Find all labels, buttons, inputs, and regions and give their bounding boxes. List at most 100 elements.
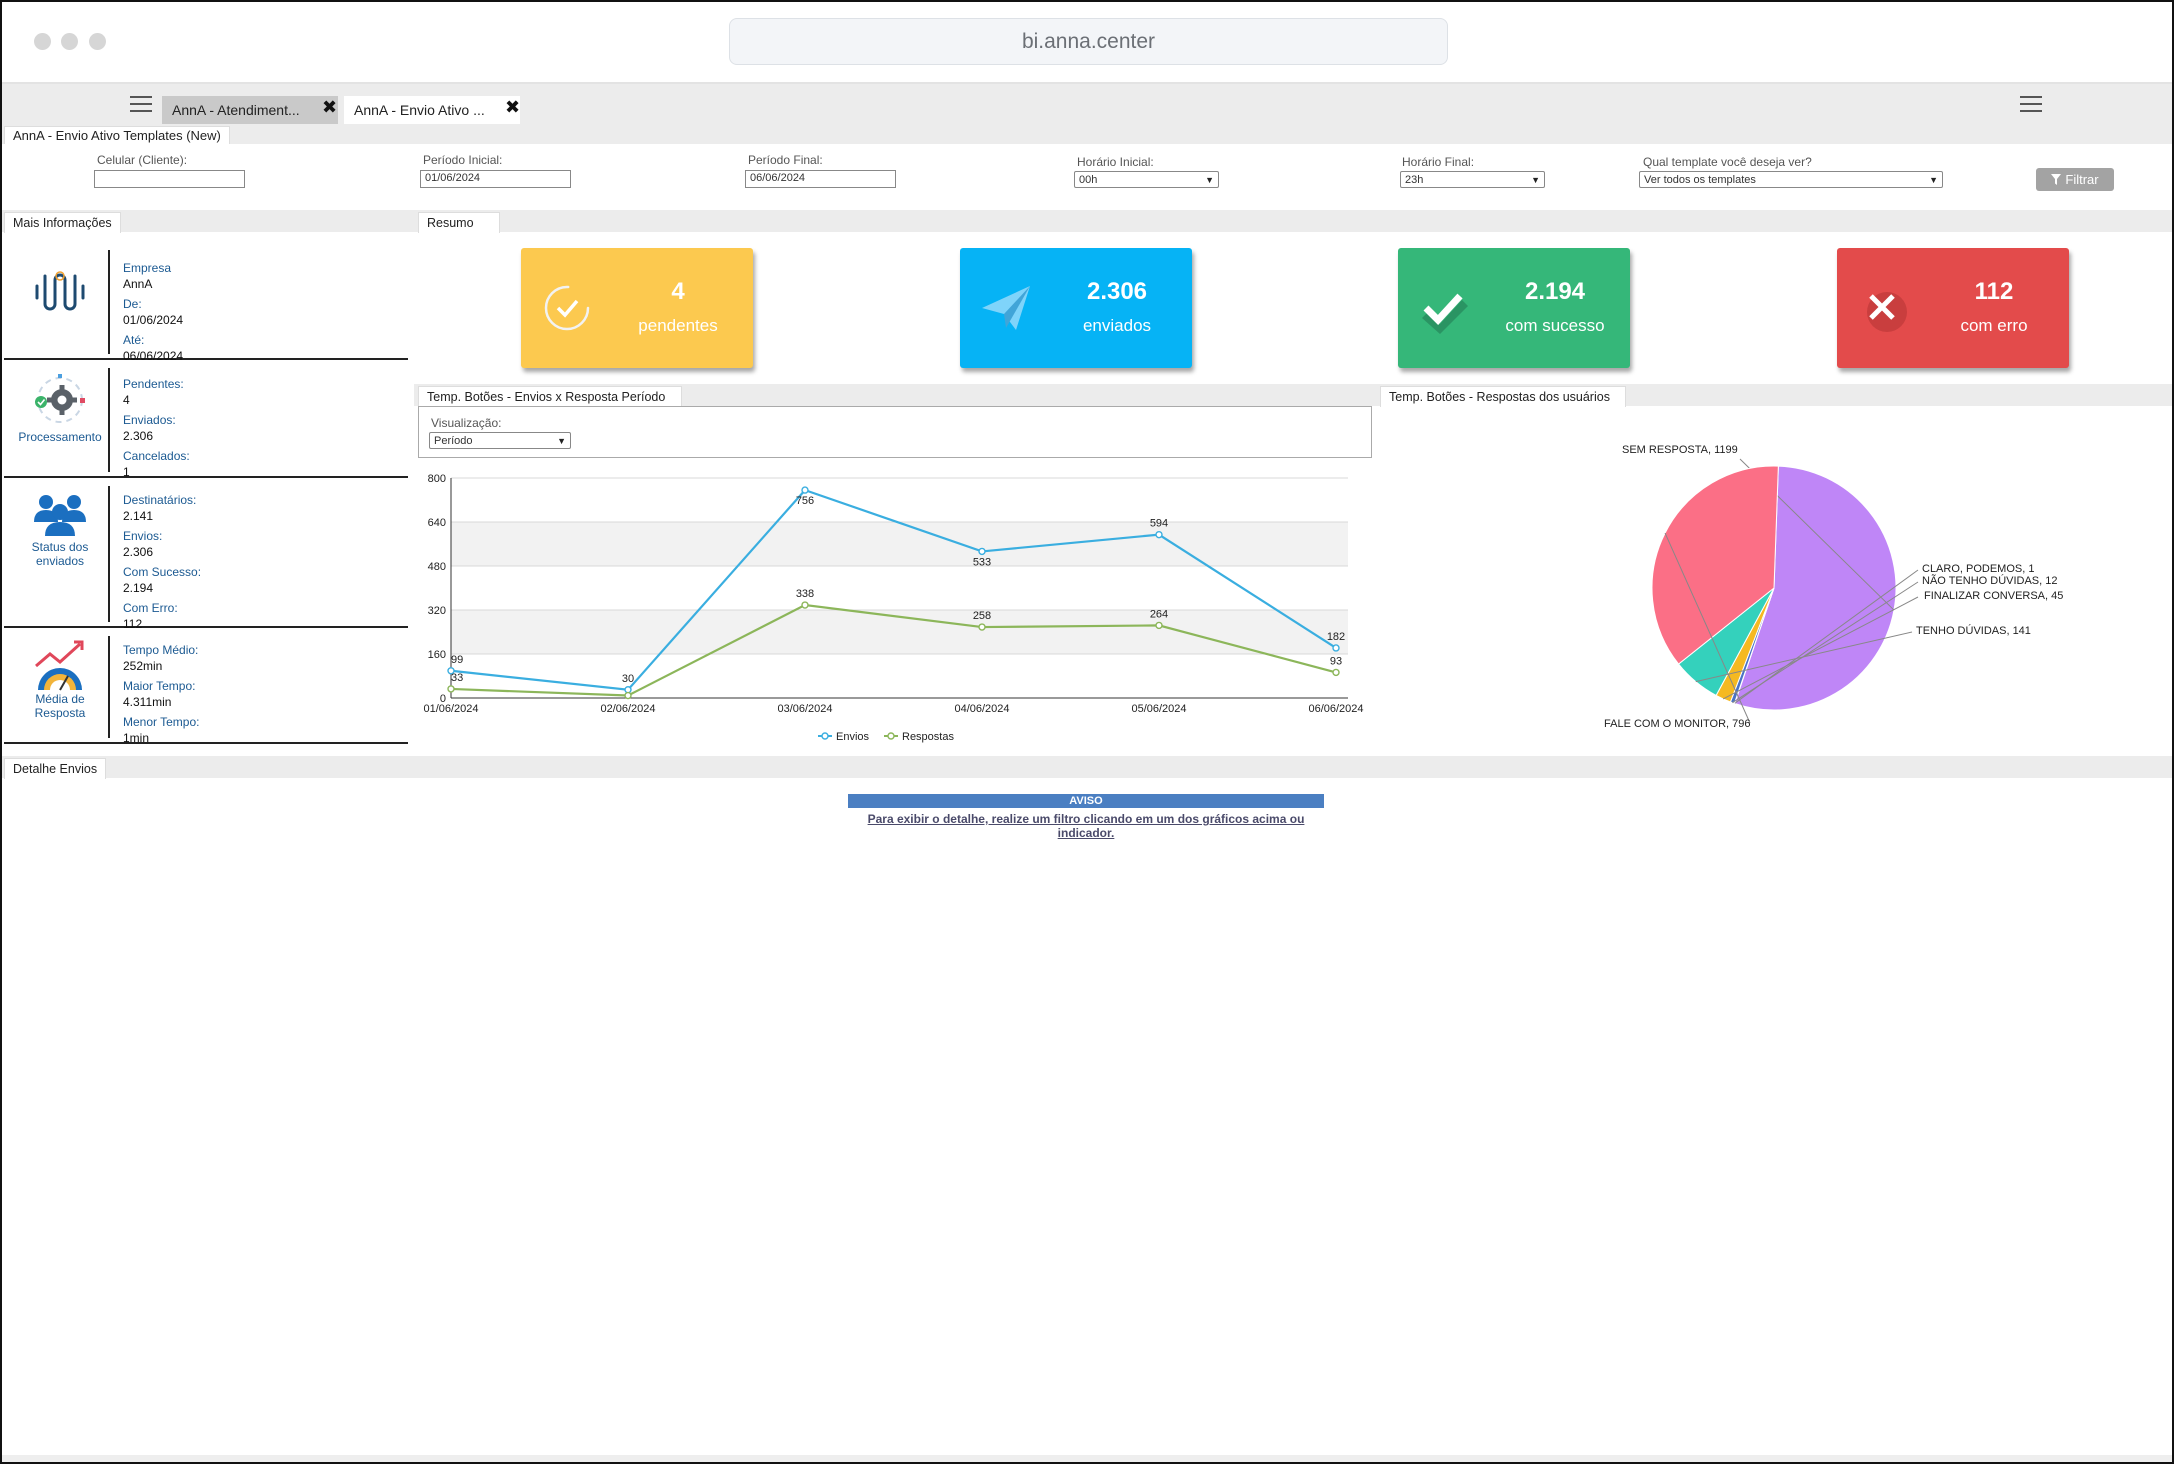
x-tick-label: 03/06/2024 [777, 703, 832, 715]
com-erro-key: Com Erro: [123, 601, 178, 615]
pie-label: FALE COM O MONITOR, 796 [1604, 718, 1751, 730]
data-label: 30 [622, 673, 634, 685]
series-line-respostas [450, 603, 1337, 697]
kpi-com-sucesso-label: com sucesso [1505, 316, 1605, 335]
window-close-dot[interactable] [34, 33, 51, 50]
kpi-com-erro[interactable]: 112 com erro [1837, 248, 2069, 368]
kpi-com-sucesso[interactable]: 2.194 com sucesso [1398, 248, 1630, 368]
kpi-pendentes-value: 4 [671, 278, 685, 305]
kpi-enviados[interactable]: 2.306 enviados [960, 248, 1192, 368]
horario-final-select[interactable]: 23h ▼ [1400, 171, 1545, 188]
destinatarios-value: 2.141 [123, 509, 154, 523]
data-label: 93 [1330, 655, 1342, 667]
template-value: Ver todos os templates [1644, 173, 1756, 186]
processamento-card: Processamento [4, 372, 116, 444]
data-label: 99 [451, 654, 463, 666]
kpi-pendentes-label: pendentes [638, 316, 718, 335]
aviso-message[interactable]: Para exibir o detalhe, realize um filtro… [867, 812, 1305, 840]
x-tick-label: 06/06/2024 [1308, 703, 1363, 715]
info-status-lines: Destinatários: 2.141 Envios: 2.306 Com S… [123, 492, 201, 632]
chevron-down-icon: ▼ [1531, 174, 1540, 185]
data-point [978, 623, 986, 631]
template-label: Qual template você deseja ver? [1643, 155, 1812, 169]
horario-inicial-label: Horário Inicial: [1077, 155, 1154, 169]
browser-chrome: bi.anna.center [0, 0, 2174, 84]
address-bar[interactable]: bi.anna.center [729, 18, 1448, 65]
horario-final-label: Horário Final: [1402, 155, 1475, 169]
x-tick-label: 05/06/2024 [1131, 703, 1186, 715]
tempo-medio-key: Tempo Médio: [123, 643, 199, 657]
kpi-pendentes[interactable]: 4 pendentes [521, 248, 753, 368]
menu-left-icon[interactable] [130, 96, 152, 112]
tab-envios-x-resposta[interactable]: Temp. Botões - Envios x Resposta Período [418, 386, 682, 407]
kpi-com-erro-label: com erro [1960, 316, 2028, 335]
data-label: 594 [1150, 518, 1168, 530]
grid-band [451, 522, 1348, 566]
enviados-key: Enviados: [123, 413, 176, 427]
celular-label: Celular (Cliente): [97, 153, 188, 167]
tab-mais-informacoes[interactable]: Mais Informações [4, 212, 121, 233]
menor-tempo-key: Menor Tempo: [123, 715, 200, 729]
legend-marker [887, 732, 895, 740]
pie-label: SEM RESPOSTA, 1199 [1622, 444, 1738, 456]
series-line-envios [450, 488, 1337, 691]
envios-value: 2.306 [123, 545, 154, 559]
cancelados-value: 1 [123, 465, 130, 479]
speed-chart-icon [35, 640, 84, 691]
info-media-resposta: Média de Resposta Tempo Médio: 252min Ma… [4, 630, 408, 745]
pending-check-icon [544, 285, 590, 331]
menu-right-icon[interactable] [2020, 96, 2042, 112]
window-minimize-dot[interactable] [61, 33, 78, 50]
x-tick-label: 04/06/2024 [954, 703, 1009, 715]
com-erro-value: 112 [123, 617, 143, 631]
com-sucesso-key: Com Sucesso: [123, 565, 202, 579]
tab-respostas-usuarios[interactable]: Temp. Botões - Respostas dos usuários [1380, 386, 1626, 407]
periodo-final-input[interactable]: 06/06/2024 [745, 170, 896, 188]
media-label-2: Resposta [34, 706, 86, 720]
filtrar-label: Filtrar [2065, 172, 2099, 187]
chevron-down-icon: ▼ [557, 435, 566, 446]
filtrar-button[interactable]: Filtrar [2036, 168, 2114, 191]
visualizacao-box: Visualização: Período ▼ [418, 406, 1372, 458]
funnel-icon [2051, 174, 2062, 185]
info-separator [108, 486, 110, 622]
pendentes-key: Pendentes: [123, 377, 184, 391]
y-tick-label: 0 [440, 693, 446, 705]
pie-leader-line [1664, 532, 1751, 724]
chevron-down-icon: ▼ [1929, 174, 1938, 185]
page-tab-envio-ativo-templates[interactable]: AnnA - Envio Ativo Templates (New) [4, 126, 230, 144]
page-bottom [0, 1455, 2174, 1464]
tempo-medio-value: 252min [123, 659, 163, 673]
line-chart[interactable]: 0 160 320 480 640 800 01/06/2024 02/06/2024 03/0… [418, 462, 1372, 752]
data-label: 264 [1150, 608, 1168, 620]
close-tab-atendimento-icon[interactable]: ✖ [322, 97, 338, 117]
aviso-title: AVISO [848, 794, 1324, 808]
chevron-down-icon: ▼ [1205, 174, 1214, 185]
data-point [1155, 530, 1163, 539]
tab-atendimento[interactable]: AnnA - Atendiment... [162, 96, 338, 124]
maior-tempo-value: 4.311min [123, 695, 172, 709]
celular-input[interactable] [94, 170, 245, 188]
pendentes-value: 4 [123, 393, 130, 407]
data-point [801, 486, 809, 494]
anna-logo-icon [4, 264, 116, 314]
legend-label: Envios [836, 731, 870, 743]
cancelados-key: Cancelados: [123, 449, 190, 463]
data-point [1332, 644, 1340, 652]
tab-detalhe-envios[interactable]: Detalhe Envios [4, 758, 107, 779]
tab-resumo[interactable]: Resumo [418, 212, 500, 233]
data-point [978, 547, 986, 556]
window-maximize-dot[interactable] [89, 33, 106, 50]
visualizacao-select[interactable]: Período ▼ [429, 432, 571, 449]
tab-envio-ativo[interactable]: AnnA - Envio Ativo ... [344, 96, 520, 124]
ate-value: 06/06/2024 [123, 349, 184, 363]
close-tab-envio-ativo-icon[interactable]: ✖ [505, 97, 521, 117]
kpi-enviados-value: 2.306 [1086, 278, 1148, 305]
horario-inicial-select[interactable]: 00h ▼ [1074, 171, 1219, 188]
empresa-key: Empresa [123, 261, 172, 275]
periodo-inicial-input[interactable]: 01/06/2024 [420, 170, 571, 188]
empresa-value: AnnA [123, 277, 153, 291]
data-label: 258 [973, 610, 991, 622]
template-select[interactable]: Ver todos os templates ▼ [1639, 171, 1943, 188]
